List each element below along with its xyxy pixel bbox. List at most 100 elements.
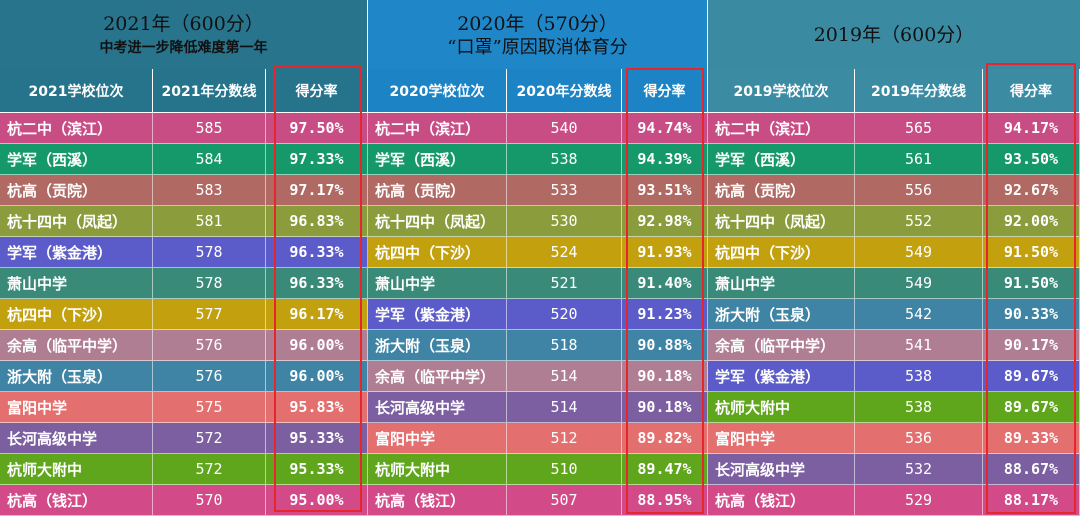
table-row: 杭高（钱江） 570 95.00% (0, 485, 368, 516)
score-rate-cell: 92.67% (983, 175, 1080, 206)
school-name-cell: 杭二中（滨江） (368, 113, 507, 144)
score-line-cell: 514 (507, 392, 622, 423)
panel-2020-title: 2020年（570分） “口罩”原因取消体育分 (368, 0, 708, 69)
score-line-cell: 584 (153, 144, 266, 175)
school-name-cell: 杭四中（下沙） (708, 237, 855, 268)
score-rate-cell: 95.33% (266, 423, 368, 454)
score-rate-cell: 94.17% (983, 113, 1080, 144)
table-row: 富阳中学 575 95.83% (0, 392, 368, 423)
score-line-cell: 572 (153, 423, 266, 454)
score-rate-cell: 92.98% (622, 206, 708, 237)
table-row: 长河高级中学 514 90.18% (368, 392, 708, 423)
score-rate-cell: 91.23% (622, 299, 708, 330)
table-row: 萧山中学 578 96.33% (0, 268, 368, 299)
score-rate-cell: 91.50% (983, 268, 1080, 299)
score-line-cell: 540 (507, 113, 622, 144)
score-line-cell: 572 (153, 454, 266, 485)
table-row: 学军（紫金港） 520 91.23% (368, 299, 708, 330)
score-rate-cell: 91.40% (622, 268, 708, 299)
score-rate-cell: 95.00% (266, 485, 368, 516)
school-name-cell: 浙大附（玉泉） (708, 299, 855, 330)
school-name-cell: 余高（临平中学） (708, 330, 855, 361)
school-name-cell: 余高（临平中学） (0, 330, 153, 361)
score-line-cell: 524 (507, 237, 622, 268)
score-line-cell: 561 (855, 144, 983, 175)
school-name-cell: 学军（西溪） (708, 144, 855, 175)
school-name-cell: 学军（紫金港） (0, 237, 153, 268)
school-name-cell: 长河高级中学 (0, 423, 153, 454)
school-name-cell: 杭四中（下沙） (368, 237, 507, 268)
score-line-cell: 575 (153, 392, 266, 423)
header-row: 2020学校位次 2020年分数线 得分率 (368, 69, 708, 113)
score-rate-cell: 95.83% (266, 392, 368, 423)
score-line-cell: 512 (507, 423, 622, 454)
score-line-cell: 549 (855, 268, 983, 299)
table-row: 杭高（贡院） 533 93.51% (368, 175, 708, 206)
panel-2021: 2021年（600分） 中考进一步降低难度第一年 2021学校位次 2021年分… (0, 0, 368, 518)
score-line-cell: 518 (507, 330, 622, 361)
table-row: 余高（临平中学） 514 90.18% (368, 361, 708, 392)
score-line-cell: 507 (507, 485, 622, 516)
school-name-cell: 杭高（钱江） (0, 485, 153, 516)
school-name-cell: 富阳中学 (368, 423, 507, 454)
table-row: 杭四中（下沙） 577 96.17% (0, 299, 368, 330)
table-row: 杭十四中（凤起） 552 92.00% (708, 206, 1080, 237)
school-name-cell: 杭十四中（凤起） (0, 206, 153, 237)
score-rate-cell: 92.00% (983, 206, 1080, 237)
school-name-cell: 杭十四中（凤起） (708, 206, 855, 237)
table-row: 富阳中学 536 89.33% (708, 423, 1080, 454)
score-rate-cell: 96.33% (266, 268, 368, 299)
score-rate-cell: 96.33% (266, 237, 368, 268)
table-row: 杭十四中（凤起） 530 92.98% (368, 206, 708, 237)
school-name-cell: 杭高（钱江） (708, 485, 855, 516)
column-header-rank: 2021学校位次 (0, 69, 153, 113)
school-name-cell: 学军（紫金港） (368, 299, 507, 330)
school-name-cell: 学军（西溪） (368, 144, 507, 175)
column-header-score: 2020年分数线 (507, 69, 622, 113)
table-row: 杭师大附中 510 89.47% (368, 454, 708, 485)
table-row: 杭二中（滨江） 540 94.74% (368, 113, 708, 144)
score-rate-cell: 88.95% (622, 485, 708, 516)
school-name-cell: 杭高（钱江） (368, 485, 507, 516)
score-line-cell: 542 (855, 299, 983, 330)
score-line-cell: 520 (507, 299, 622, 330)
panel-title-main: 2019年（600分） (813, 23, 975, 46)
table-row: 萧山中学 521 91.40% (368, 268, 708, 299)
score-line-cell: 549 (855, 237, 983, 268)
table-row: 浙大附（玉泉） 518 90.88% (368, 330, 708, 361)
school-name-cell: 学军（紫金港） (708, 361, 855, 392)
score-line-cell: 532 (855, 454, 983, 485)
score-line-cell: 538 (855, 392, 983, 423)
score-rate-cell: 93.51% (622, 175, 708, 206)
table-row: 杭高（贡院） 556 92.67% (708, 175, 1080, 206)
score-rate-cell: 91.93% (622, 237, 708, 268)
score-rate-cell: 97.33% (266, 144, 368, 175)
column-header-score: 2019年分数线 (855, 69, 983, 113)
score-line-cell: 510 (507, 454, 622, 485)
school-name-cell: 萧山中学 (368, 268, 507, 299)
score-line-cell: 536 (855, 423, 983, 454)
table-row: 杭高（钱江） 507 88.95% (368, 485, 708, 516)
score-rate-cell: 89.33% (983, 423, 1080, 454)
score-rate-cell: 94.74% (622, 113, 708, 144)
score-line-cell: 538 (855, 361, 983, 392)
school-name-cell: 杭二中（滨江） (708, 113, 855, 144)
score-rate-cell: 96.17% (266, 299, 368, 330)
column-header-rate: 得分率 (983, 69, 1080, 113)
school-name-cell: 学军（西溪） (0, 144, 153, 175)
score-rate-cell: 96.00% (266, 361, 368, 392)
score-line-cell: 565 (855, 113, 983, 144)
panel-2019: 2019年（600分） 2019学校位次 2019年分数线 得分率 杭二中（滨江… (708, 0, 1080, 518)
table-row: 长河高级中学 532 88.67% (708, 454, 1080, 485)
school-name-cell: 杭高（贡院） (368, 175, 507, 206)
school-name-cell: 长河高级中学 (708, 454, 855, 485)
score-rate-cell: 89.67% (983, 392, 1080, 423)
score-rate-cell: 96.83% (266, 206, 368, 237)
table-row: 杭师大附中 538 89.67% (708, 392, 1080, 423)
table-row: 萧山中学 549 91.50% (708, 268, 1080, 299)
school-name-cell: 长河高级中学 (368, 392, 507, 423)
score-line-cell: 578 (153, 268, 266, 299)
panel-2020: 2020年（570分） “口罩”原因取消体育分 2020学校位次 2020年分数… (368, 0, 708, 518)
table-row: 余高（临平中学） 541 90.17% (708, 330, 1080, 361)
panel-title-sub: 中考进一步降低难度第一年 (99, 39, 268, 56)
